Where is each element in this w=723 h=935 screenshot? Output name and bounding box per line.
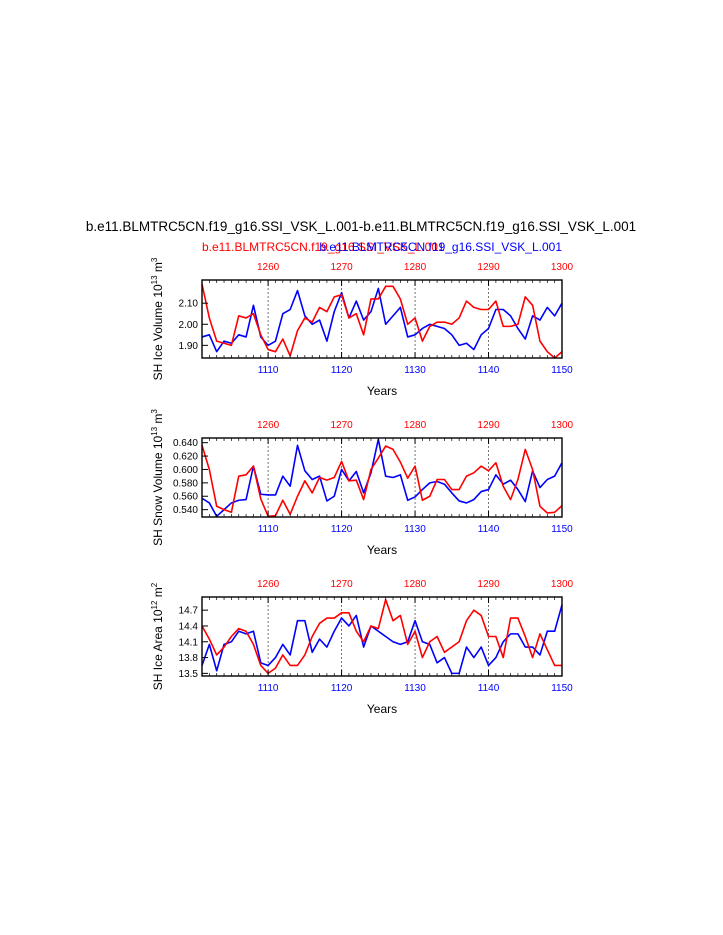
- plot-frame: [201, 279, 563, 359]
- y-axis-title-superscript: 13: [150, 275, 159, 284]
- right-label: b.e11.BLMTRC5CN.f19_g16.SSI_VSK_L.001: [319, 240, 562, 254]
- top-tick-label: 1270: [330, 262, 353, 273]
- y-tick-label: 0.580: [173, 478, 198, 489]
- top-tick-label: 1280: [404, 262, 427, 273]
- y-axis-title-part: m: [151, 414, 165, 427]
- main-title: b.e11.BLMTRC5CN.f19_g16.SSI_VSK_L.001-b.…: [86, 219, 636, 234]
- y-axis-title-superscript: 3: [150, 409, 159, 414]
- chart-panel-2: 1110 1120 1130 1140 1150 1260 1270 1280 1290 1300…: [150, 409, 574, 557]
- chart-panels: 1110 1120 1130 1140 1150 1260 1270 1280 1290 1300…: [150, 257, 574, 716]
- top-tick-label: 1280: [404, 420, 427, 431]
- top-tick-label: 1260: [257, 420, 280, 431]
- y-tick-label: 0.560: [173, 492, 198, 503]
- top-tick-label: 1300: [551, 579, 574, 590]
- y-tick-label: 0.620: [173, 452, 198, 463]
- bottom-tick-label: 1140: [478, 524, 500, 535]
- top-tick-label: 1290: [477, 579, 500, 590]
- y-tick-label: 0.600: [173, 465, 198, 476]
- bottom-tick-label: 1120: [331, 683, 353, 694]
- y-axis-title-superscript: 2: [150, 582, 159, 587]
- chart-panel-3: 1110 1120 1130 1140 1150 1260 1270 1280 1290 1300…: [150, 579, 574, 716]
- top-tick-label: 1270: [330, 420, 353, 431]
- y-axis-title-part: SH Ice Area 10: [151, 609, 165, 690]
- bottom-tick-label: 1150: [551, 683, 573, 694]
- bottom-tick-label: 1130: [404, 365, 426, 376]
- red-series-line: [201, 445, 563, 518]
- bottom-tick-label: 1120: [331, 524, 353, 535]
- chart-panel-1: 1110 1120 1130 1140 1150 1260 1270 1280 1290 1300…: [150, 257, 574, 398]
- y-axis-title-part: m: [151, 587, 165, 600]
- y-tick-label: 14.4: [179, 621, 199, 632]
- bottom-tick-label: 1130: [404, 683, 426, 694]
- y-axis-title: SH Ice Volume 1013 m3: [150, 257, 165, 380]
- top-tick-label: 1260: [257, 579, 280, 590]
- y-tick-label: 13.8: [179, 653, 199, 664]
- y-axis-title: SH Snow Volume 1013 m3: [150, 409, 165, 546]
- top-tick-label: 1290: [477, 420, 500, 431]
- y-axis-title-part: SH Snow Volume 10: [151, 435, 165, 545]
- top-tick-label: 1260: [257, 262, 280, 273]
- bottom-tick-label: 1150: [551, 524, 573, 535]
- bottom-tick-label: 1110: [258, 365, 279, 376]
- y-tick-label: 14.7: [179, 606, 199, 617]
- bottom-tick-label: 1150: [551, 365, 573, 376]
- top-tick-label: 1300: [551, 262, 574, 273]
- y-axis-title-superscript: 13: [150, 426, 159, 435]
- y-tick-label: 13.5: [179, 669, 199, 680]
- x-axis-title: Years: [367, 384, 397, 398]
- blue-series-line: [201, 604, 563, 675]
- red-series-line: [201, 598, 562, 675]
- top-tick-label: 1270: [330, 579, 353, 590]
- y-axis-title-superscript: 12: [150, 600, 159, 609]
- red-series-line: [201, 284, 563, 359]
- y-axis-title: SH Ice Area 1012 m2: [150, 582, 165, 690]
- left-label: b.e11.BLMTRC5CN.f19_g16.SSI_VSK_L.001: [202, 240, 445, 254]
- y-axis-title-superscript: 3: [150, 257, 159, 262]
- bottom-tick-label: 1120: [331, 365, 353, 376]
- bottom-tick-label: 1110: [258, 524, 279, 535]
- y-tick-label: 14.1: [179, 637, 199, 648]
- y-tick-label: 2.00: [179, 320, 199, 331]
- y-axis-title-part: m: [151, 262, 165, 275]
- plot-frame: [201, 437, 563, 518]
- y-axis-title-part: SH Ice Volume 10: [151, 284, 165, 380]
- plot-frame: [201, 596, 563, 677]
- bottom-tick-label: 1140: [478, 683, 500, 694]
- top-tick-label: 1300: [551, 420, 574, 431]
- y-tick-label: 1.90: [179, 341, 199, 352]
- y-tick-label: 0.540: [173, 505, 198, 516]
- bottom-tick-label: 1130: [404, 524, 426, 535]
- x-axis-title: Years: [367, 543, 397, 557]
- top-tick-label: 1280: [404, 579, 427, 590]
- bottom-tick-label: 1110: [258, 683, 279, 694]
- y-tick-label: 0.640: [173, 438, 198, 449]
- y-tick-label: 2.10: [179, 299, 199, 310]
- top-tick-label: 1290: [477, 262, 500, 273]
- x-axis-title: Years: [367, 702, 397, 716]
- bottom-tick-label: 1140: [478, 365, 500, 376]
